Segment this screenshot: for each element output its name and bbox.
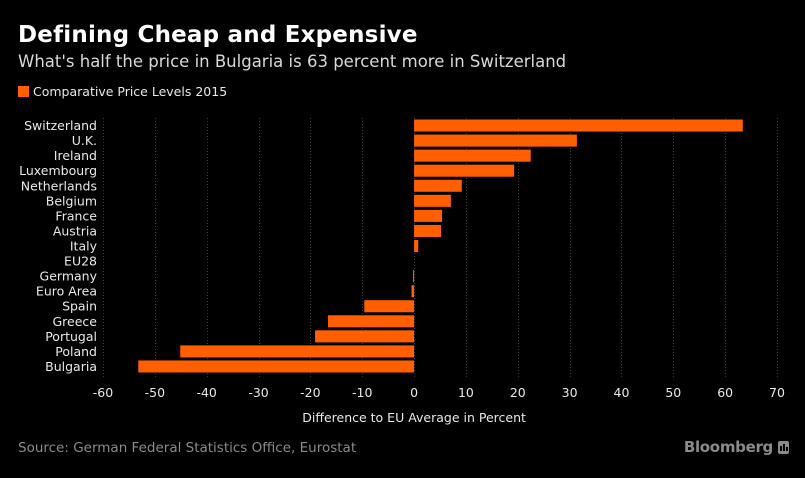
- bar-belgium: [414, 194, 451, 207]
- category-label: Greece: [53, 314, 98, 329]
- legend-label: Comparative Price Levels 2015: [33, 84, 228, 99]
- x-tick-label: 50: [665, 385, 681, 400]
- x-tick-label: -20: [300, 385, 320, 400]
- legend-swatch: [18, 86, 29, 97]
- x-tick-label: -60: [93, 385, 113, 400]
- bar-austria: [414, 224, 442, 237]
- bars: [138, 119, 743, 373]
- x-tick-label: -30: [248, 385, 268, 400]
- bar-u-k: [414, 134, 577, 147]
- brand-logo: Bloomberg: [684, 438, 789, 456]
- x-axis-ticks: -60 -50 -40 -30 -20 -10 0 10 20 30 40 50 60 70: [93, 385, 785, 400]
- bar-germany: [413, 270, 415, 283]
- bar-ireland: [414, 149, 531, 162]
- category-label: Euro Area: [36, 284, 97, 299]
- x-tick-label: -40: [196, 385, 216, 400]
- category-label: Austria: [53, 223, 97, 238]
- x-tick-label: 30: [562, 385, 578, 400]
- bar-france: [414, 209, 443, 222]
- brand-name: Bloomberg: [683, 438, 773, 456]
- bar-poland: [180, 345, 415, 358]
- category-label: France: [55, 208, 97, 223]
- bloomberg-chart-icon: [778, 440, 789, 454]
- bar-euro-area: [411, 285, 415, 298]
- category-label: Luxembourg: [19, 163, 97, 178]
- bar-bulgaria: [138, 360, 415, 373]
- x-tick-label: 10: [458, 385, 474, 400]
- category-label: Belgium: [46, 193, 97, 208]
- x-tick-label: -10: [352, 385, 372, 400]
- category-label: Italy: [70, 239, 98, 254]
- bar-switzerland: [414, 119, 743, 132]
- bar-spain: [364, 300, 415, 313]
- x-tick-label: 60: [717, 385, 733, 400]
- category-label: Bulgaria: [45, 359, 97, 374]
- bar-netherlands: [414, 179, 462, 192]
- bar-italy: [414, 239, 419, 253]
- category-labels: SwitzerlandU.K.IrelandLuxembourgNetherla…: [19, 118, 98, 374]
- category-label: Switzerland: [24, 118, 97, 133]
- bar-luxembourg: [414, 164, 515, 177]
- gridlines: [103, 118, 778, 378]
- chart-title: Defining Cheap and Expensive: [18, 22, 418, 48]
- x-tick-label: 40: [614, 385, 630, 400]
- category-label: EU28: [64, 254, 97, 269]
- category-label: Poland: [55, 344, 97, 359]
- category-label: Netherlands: [21, 178, 97, 193]
- x-tick-label: -50: [145, 385, 165, 400]
- x-axis-title: Difference to EU Average in Percent: [302, 410, 526, 425]
- category-label: Ireland: [54, 148, 97, 163]
- bar-portugal: [315, 330, 415, 343]
- category-label: Spain: [62, 299, 97, 314]
- x-tick-label: 0: [410, 385, 418, 400]
- category-label: Germany: [40, 269, 98, 284]
- x-tick-label: 70: [769, 385, 785, 400]
- chart-subtitle: What's half the price in Bulgaria is 63 …: [18, 52, 567, 71]
- x-tick-label: 20: [510, 385, 526, 400]
- category-label: Portugal: [45, 329, 97, 344]
- source-note: Source: German Federal Statistics Office…: [18, 440, 357, 456]
- category-label: U.K.: [72, 133, 97, 148]
- bar-greece: [328, 315, 415, 328]
- legend: Comparative Price Levels 2015: [18, 84, 227, 99]
